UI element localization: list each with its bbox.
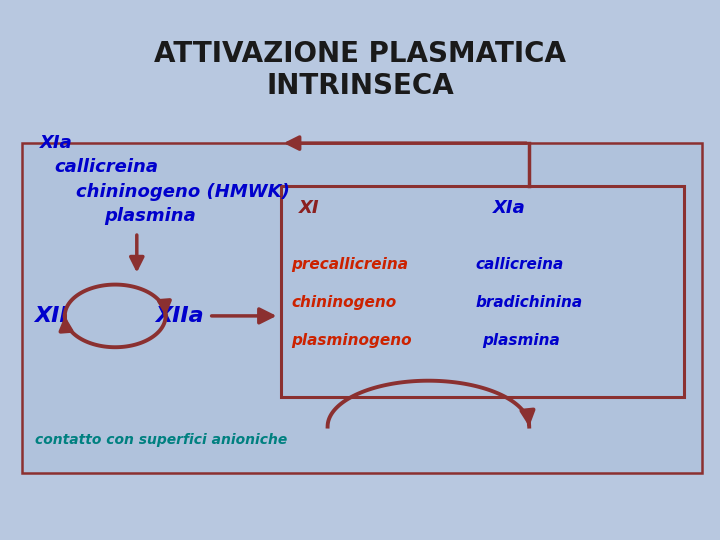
Text: plasmina: plasmina bbox=[482, 333, 560, 348]
Text: chininogeno: chininogeno bbox=[292, 295, 397, 310]
Text: precallicreina: precallicreina bbox=[292, 257, 409, 272]
Text: XIa: XIa bbox=[493, 199, 526, 217]
Text: XII: XII bbox=[35, 306, 68, 326]
Text: chininogeno (HMWK): chininogeno (HMWK) bbox=[76, 183, 289, 201]
Text: INTRINSECA: INTRINSECA bbox=[266, 72, 454, 100]
Text: bradichinina: bradichinina bbox=[475, 295, 582, 310]
Text: callicreina: callicreina bbox=[54, 158, 158, 177]
Text: XIIa: XIIa bbox=[155, 306, 204, 326]
Text: ATTIVAZIONE PLASMATICA: ATTIVAZIONE PLASMATICA bbox=[154, 40, 566, 68]
Text: XIa: XIa bbox=[40, 134, 72, 152]
Text: plasmina: plasmina bbox=[104, 207, 196, 225]
Text: plasminogeno: plasminogeno bbox=[292, 333, 413, 348]
Bar bbox=[281, 186, 684, 397]
Text: contatto con superfici anioniche: contatto con superfici anioniche bbox=[35, 433, 287, 447]
Text: callicreina: callicreina bbox=[475, 257, 564, 272]
Text: XI: XI bbox=[299, 199, 320, 217]
Bar bbox=[22, 143, 702, 472]
